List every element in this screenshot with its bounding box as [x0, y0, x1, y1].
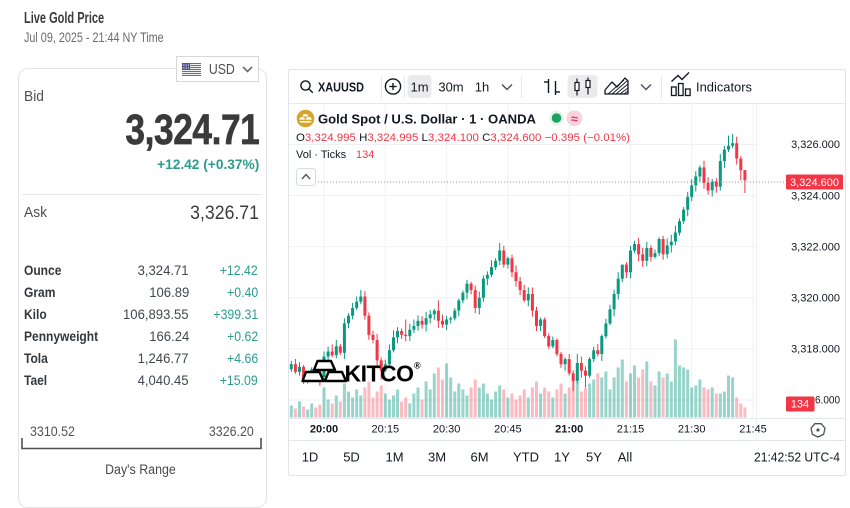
svg-text:1h: 1h	[475, 80, 489, 95]
svg-text:3,322.000: 3,322.000	[791, 241, 840, 253]
svg-text:20:30: 20:30	[433, 424, 461, 436]
svg-text:5D: 5D	[343, 450, 360, 465]
svg-text:YTD: YTD	[513, 450, 539, 465]
svg-text:21:42:52 UTC-4: 21:42:52 UTC-4	[754, 450, 840, 465]
svg-text:6.000: 6.000	[815, 395, 840, 407]
svg-text:6M: 6M	[470, 450, 488, 465]
svg-text:3M: 3M	[428, 450, 446, 465]
svg-text:1m: 1m	[410, 80, 428, 95]
svg-text:1D: 1D	[302, 450, 319, 465]
svg-text:®: ®	[414, 361, 421, 371]
svg-text:134: 134	[356, 149, 374, 161]
svg-text:20:00: 20:00	[310, 424, 338, 436]
svg-text:3,324.000: 3,324.000	[791, 190, 840, 202]
svg-text:KITCO: KITCO	[345, 361, 414, 387]
svg-text:21:15: 21:15	[617, 424, 645, 436]
svg-text:5Y: 5Y	[586, 450, 602, 465]
svg-text:1Y: 1Y	[554, 450, 570, 465]
svg-text:≈: ≈	[571, 112, 578, 126]
svg-text:30m: 30m	[438, 80, 463, 95]
svg-text:134: 134	[791, 399, 809, 411]
svg-text:20:45: 20:45	[494, 424, 522, 436]
svg-text:21:30: 21:30	[678, 424, 706, 436]
svg-text:1M: 1M	[385, 450, 403, 465]
svg-text:Vol · Ticks: Vol · Ticks	[296, 149, 347, 161]
svg-text:Indicators: Indicators	[696, 81, 752, 95]
svg-text:O3,324.995 H3,324.995 L3,324.1: O3,324.995 H3,324.995 L3,324.100 C3,324.…	[296, 132, 630, 144]
svg-text:20:15: 20:15	[372, 424, 400, 436]
svg-text:Gold Spot / U.S. Dollar · 1 ·: Gold Spot / U.S. Dollar · 1 · OANDA	[318, 113, 536, 127]
svg-text:All: All	[618, 450, 633, 465]
svg-text:21:00: 21:00	[555, 424, 583, 436]
svg-text:3,320.000: 3,320.000	[791, 293, 840, 305]
svg-text:3,324.600: 3,324.600	[790, 177, 839, 189]
svg-text:3,326.000: 3,326.000	[791, 139, 840, 151]
svg-text:XAUUSD: XAUUSD	[318, 80, 364, 95]
svg-text:3,318.000: 3,318.000	[791, 344, 840, 356]
svg-text:21:45: 21:45	[739, 424, 767, 436]
